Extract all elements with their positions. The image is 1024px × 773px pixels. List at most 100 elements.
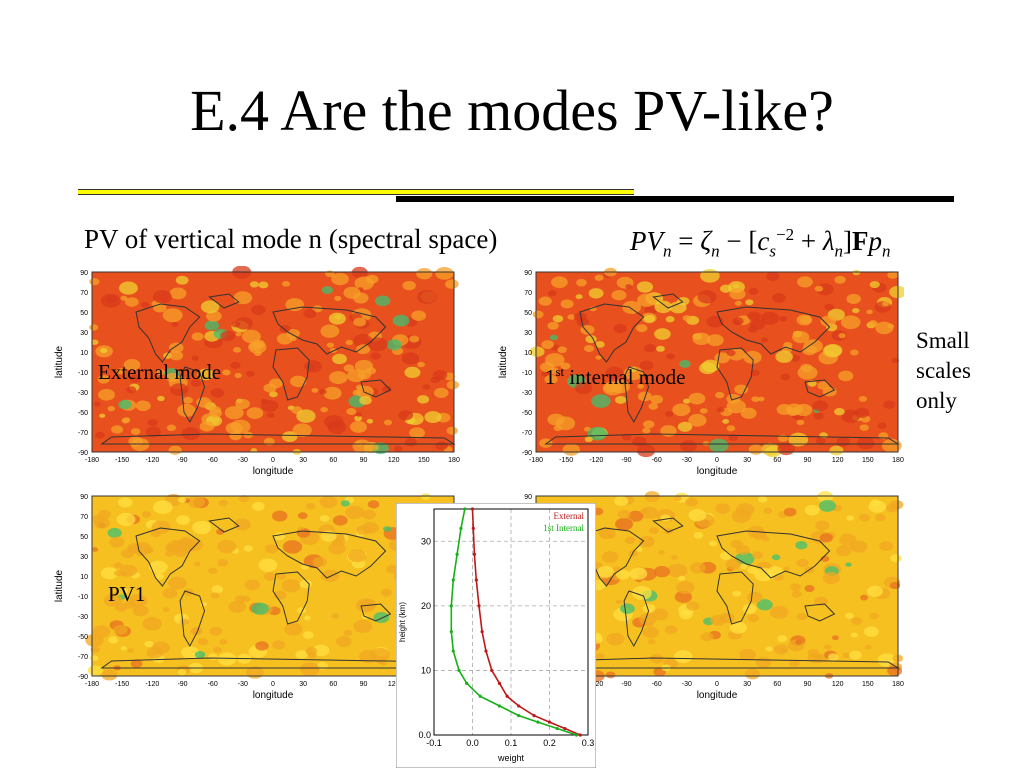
chart-ylabel: height (km) — [398, 602, 407, 642]
map-blob — [777, 442, 795, 456]
map-blob — [331, 272, 349, 286]
map-blob — [354, 359, 374, 373]
map-blob — [319, 515, 330, 522]
panel-label-internal: 1st internal mode — [545, 360, 685, 389]
map-blob — [303, 309, 317, 319]
map-xtick-label: -90 — [177, 681, 187, 688]
map-blob — [692, 332, 711, 346]
map-blob — [889, 500, 904, 510]
map-blob — [272, 640, 286, 650]
map-blob — [842, 652, 851, 659]
map-blob — [152, 290, 172, 304]
map-blob — [685, 497, 698, 507]
map-blob — [132, 605, 149, 617]
map-blob — [664, 410, 674, 417]
map-xtick-label: 90 — [360, 457, 368, 464]
map-blob — [100, 567, 119, 580]
map-blob — [332, 353, 347, 365]
map-blob — [649, 653, 664, 664]
map-blob — [200, 300, 220, 314]
map-blob — [151, 520, 171, 535]
map-blob — [881, 438, 902, 453]
map-blob — [194, 651, 206, 659]
map-blob — [331, 613, 340, 619]
map-ytick-label: -50 — [522, 410, 532, 417]
map-blob — [328, 371, 348, 385]
map-ylabel: latitude — [498, 345, 509, 378]
continent-outline — [804, 379, 836, 398]
map-blob — [541, 371, 549, 377]
map-blob — [639, 360, 654, 371]
map-blob — [629, 567, 648, 580]
map-blob — [603, 382, 618, 393]
map-blob — [356, 385, 374, 398]
map-blob — [757, 495, 768, 503]
continent-outline — [272, 571, 310, 625]
map-blob — [421, 493, 431, 500]
map-blob — [701, 359, 720, 372]
map-ytick-label: 10 — [524, 350, 532, 357]
side-note-line: only — [916, 388, 957, 413]
map-blob — [217, 539, 237, 554]
map-blob — [791, 590, 802, 598]
map-blob — [889, 581, 901, 590]
map-blob — [574, 382, 593, 395]
map-blob — [135, 400, 151, 412]
map-xtick-label: 90 — [804, 457, 812, 464]
map-xtick-label: 90 — [804, 681, 812, 688]
map-blob — [700, 268, 720, 283]
map-blob — [302, 631, 314, 639]
map-xtick-label: 120 — [388, 457, 400, 464]
map-blob — [796, 314, 813, 326]
map-blob — [820, 315, 837, 327]
map-blob — [636, 324, 648, 333]
map-blob — [588, 288, 604, 299]
map-xtick-label: 60 — [773, 457, 781, 464]
map-xtick-label: 60 — [329, 681, 337, 688]
map-blob — [575, 294, 583, 300]
map-pv2: 9070503010-10-30-50-70-90-180-150-120-90… — [494, 490, 904, 704]
map-blob — [345, 339, 353, 346]
map-blob — [632, 436, 647, 447]
map-xtick-label: 30 — [743, 457, 751, 464]
map-blob — [217, 558, 229, 567]
map-blob — [823, 343, 843, 358]
map-blob — [149, 560, 168, 574]
map-blob — [852, 269, 861, 276]
map-blob — [162, 308, 183, 323]
chart-point — [457, 668, 461, 673]
chart-point — [463, 507, 467, 511]
map-blob — [643, 420, 655, 429]
map-blob — [852, 307, 860, 314]
map-blob — [343, 364, 355, 372]
map-ytick-label: -30 — [522, 390, 532, 397]
chart-point — [455, 552, 459, 556]
map-blob — [168, 342, 184, 353]
map-blob — [732, 590, 742, 597]
map-blob — [734, 320, 741, 326]
chart-background — [395, 502, 597, 769]
map-blob — [116, 368, 126, 375]
map-blob — [742, 603, 757, 614]
map-blob — [804, 504, 820, 516]
map-blob — [355, 412, 363, 417]
map-blob — [637, 384, 645, 389]
map-xtick-label: -30 — [238, 681, 248, 688]
map-blob — [146, 646, 164, 659]
map-blob — [729, 288, 746, 300]
map-blob — [130, 428, 141, 435]
chart-point — [474, 578, 478, 582]
map-blob — [409, 427, 425, 439]
map-blob — [757, 396, 765, 402]
map-blob — [89, 278, 100, 286]
chart-point — [470, 507, 475, 511]
map-blob — [845, 562, 852, 567]
side-note: Small scales only — [916, 326, 971, 416]
map-blob — [682, 315, 692, 322]
map-blob — [246, 407, 264, 420]
continent-outline — [135, 527, 201, 587]
map-blob — [807, 653, 823, 664]
map-blob — [87, 665, 103, 676]
map-blob — [228, 600, 246, 613]
map-blob — [539, 438, 553, 448]
